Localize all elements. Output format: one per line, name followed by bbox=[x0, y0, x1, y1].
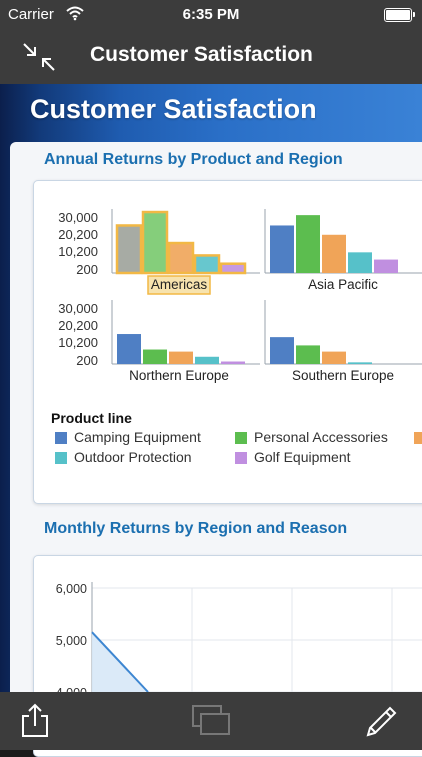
bottom-toolbar bbox=[0, 692, 422, 750]
legend-swatch bbox=[235, 432, 247, 444]
nav-title: Customer Satisfaction bbox=[90, 43, 313, 66]
legend-swatch bbox=[55, 432, 67, 444]
status-bar: Carrier 6:35 PM bbox=[0, 0, 422, 30]
legend-label: Camping Equipment bbox=[74, 429, 201, 445]
pages-icon[interactable] bbox=[191, 704, 231, 741]
pencil-icon[interactable] bbox=[364, 702, 400, 743]
legend-label: Outdoor Protection bbox=[74, 449, 192, 465]
legend-swatch bbox=[414, 432, 422, 444]
battery-icon bbox=[384, 8, 415, 22]
share-icon[interactable] bbox=[20, 702, 50, 743]
legend-swatch bbox=[55, 452, 67, 464]
section-title-monthly-returns: Monthly Returns by Region and Reason bbox=[44, 520, 348, 537]
section-title-annual-returns: Annual Returns by Product and Region bbox=[44, 151, 343, 168]
legend-title: Product line bbox=[51, 410, 132, 426]
carrier-label: Carrier bbox=[8, 6, 54, 23]
clock: 6:35 PM bbox=[182, 6, 240, 23]
wifi-icon bbox=[66, 5, 84, 25]
collapse-icon[interactable] bbox=[18, 38, 60, 76]
nav-bar: Customer Satisfaction bbox=[0, 30, 422, 84]
legend-label: Personal Accessories bbox=[254, 429, 388, 445]
page-title: Customer Satisfaction bbox=[30, 94, 317, 124]
legend-swatch bbox=[235, 452, 247, 464]
legend-label: Golf Equipment bbox=[254, 449, 351, 465]
annual-returns-card bbox=[33, 180, 422, 504]
